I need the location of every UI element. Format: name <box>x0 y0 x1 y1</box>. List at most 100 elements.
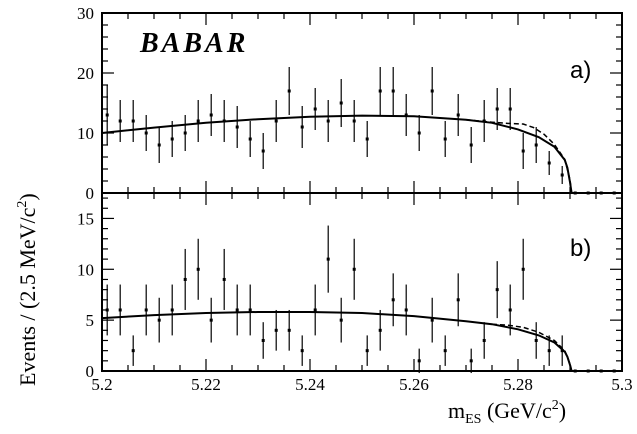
x-tick-label: 5.2 <box>91 375 112 394</box>
panel-b-ytick-label: 5 <box>86 311 95 330</box>
panel-a-data-point <box>209 113 213 117</box>
x-tick-label: 5.3 <box>611 375 632 394</box>
panel-a-data-point <box>157 143 161 147</box>
panel-a-data-point <box>235 125 239 129</box>
panel-b-data-point <box>144 308 148 312</box>
panel-a-data-point <box>196 119 200 123</box>
y-axis-title-sup: 2 <box>15 201 30 208</box>
panel-b-data-point <box>469 359 473 363</box>
panel-b: 0 5 10 15 b) <box>77 192 623 381</box>
panel-b-data-point <box>534 338 538 342</box>
panel-b-points <box>105 225 616 374</box>
x-tick-label: 5.26 <box>399 375 429 394</box>
panel-a-data-point <box>391 89 395 93</box>
panel-a-data-point <box>261 149 265 153</box>
panel-b-data-point <box>586 369 590 373</box>
panel-b-data-point <box>157 318 161 322</box>
panel-a-data-point <box>105 113 109 117</box>
panel-b-ytick-label: 10 <box>77 260 94 279</box>
x-axis-title-close: ) <box>559 398 566 423</box>
panel-a-data-point <box>508 107 512 111</box>
panel-a-ytick-labels: 0 10 20 30 <box>77 4 94 203</box>
panel-a: 0 10 20 30 BABAR a) <box>77 4 623 203</box>
panel-a-data-point <box>456 113 460 117</box>
panel-b-data-point <box>573 369 577 373</box>
panel-a-points <box>105 67 616 195</box>
panel-b-data-point <box>365 349 369 353</box>
y-axis-title-close: ) <box>15 193 40 200</box>
panel-b-ticks <box>101 193 623 372</box>
panel-b-data-point <box>261 338 265 342</box>
panel-b-data-point <box>326 257 330 261</box>
x-axis-title-sup: 2 <box>552 398 559 413</box>
panel-a-data-point <box>131 119 135 123</box>
panel-a-fit-solid <box>101 114 573 194</box>
panel-a-data-point <box>170 137 174 141</box>
panel-b-ytick-label: 0 <box>86 362 95 381</box>
panel-a-data-point <box>547 161 551 165</box>
panel-a-ytick-label: 20 <box>77 64 94 83</box>
panel-b-data-point <box>443 349 447 353</box>
panel-b-data-point <box>183 277 187 281</box>
panel-a-data-point <box>521 149 525 153</box>
panel-a-data-point <box>313 107 317 111</box>
panel-b-data-point <box>404 308 408 312</box>
panel-a-data-point <box>352 119 356 123</box>
panel-a-data-point <box>417 131 421 135</box>
panel-a-data-point <box>326 119 330 123</box>
panel-a-data-point <box>560 173 564 177</box>
panel-b-data-point <box>235 308 239 312</box>
panel-b-ytick-label: 15 <box>77 209 94 228</box>
x-tick-label: 5.28 <box>503 375 533 394</box>
panel-a-ytick-label: 10 <box>77 124 94 143</box>
panel-a-tag: a) <box>570 57 591 84</box>
x-axis-title-rest: (GeV/c <box>481 398 551 423</box>
panel-b-data-point <box>248 308 252 312</box>
panel-a-data-point <box>443 137 447 141</box>
panel-a-data-point <box>144 131 148 135</box>
babar-logo: BABAR <box>139 28 248 59</box>
panel-b-data-point <box>209 318 213 322</box>
panel-b-data-point <box>300 349 304 353</box>
panel-b-data-point <box>222 277 226 281</box>
panel-b-data-point <box>599 369 603 373</box>
x-tick-label: 5.22 <box>191 375 221 394</box>
panel-b-fit-solid <box>101 311 573 372</box>
panel-a-data-point <box>287 89 291 93</box>
panel-a-data-point <box>248 137 252 141</box>
panel-b-data-point <box>495 288 499 292</box>
panel-b-data-point <box>612 369 616 373</box>
panel-b-ytick-labels: 0 5 10 15 <box>77 209 94 381</box>
panel-b-data-point <box>274 328 278 332</box>
panel-b-data-point <box>417 359 421 363</box>
panel-a-data-point <box>469 143 473 147</box>
panel-a-data-point <box>183 131 187 135</box>
panel-a-data-point <box>339 101 343 105</box>
panel-a-data-point <box>365 137 369 141</box>
panel-a-data-point <box>300 125 304 129</box>
panel-b-tag: b) <box>570 235 591 262</box>
x-axis-title-m: m <box>448 398 465 423</box>
panel-b-data-point <box>131 349 135 353</box>
panel-b-frame <box>101 192 623 372</box>
panel-a-data-point <box>430 89 434 93</box>
panel-a-ytick-label: 30 <box>77 4 94 23</box>
panel-a-data-point <box>404 113 408 117</box>
y-axis-title-main: Events / (2.5 MeV/c <box>15 207 40 386</box>
panel-b-data-point <box>352 267 356 271</box>
panel-b-data-point <box>339 318 343 322</box>
panel-a-data-point <box>495 107 499 111</box>
panel-a-data-point <box>378 89 382 93</box>
y-axis-title: Events / (2.5 MeV/c2) <box>15 193 40 386</box>
panel-a-data-point <box>534 143 538 147</box>
panel-b-data-point <box>105 308 109 312</box>
x-axis-title-sub: ES <box>465 412 481 427</box>
panel-a-fit-dashed <box>465 119 573 194</box>
panel-b-data-point <box>508 308 512 312</box>
panel-b-data-point <box>313 308 317 312</box>
panel-b-data-point <box>430 318 434 322</box>
panel-b-data-point <box>170 308 174 312</box>
panel-b-data-point <box>482 338 486 342</box>
panel-a-data-point <box>274 119 278 123</box>
